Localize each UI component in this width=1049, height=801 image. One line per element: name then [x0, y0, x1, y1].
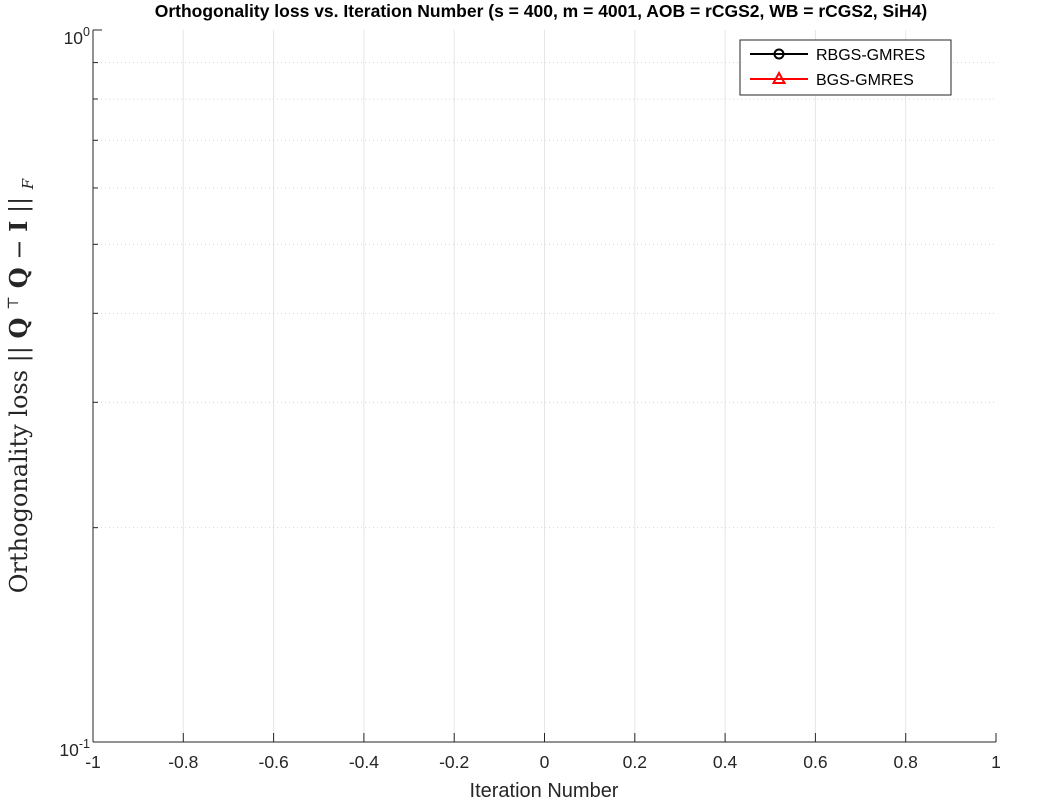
x-tick-label: 0.2	[623, 752, 647, 772]
y-axis-label-subscript: F	[19, 178, 37, 190]
legend-label-rbgs-gmres: RBGS-GMRES	[816, 47, 925, 64]
x-axis-label: Iteration Number	[470, 780, 619, 801]
circle-marker-icon	[773, 48, 785, 60]
y-axis-label-minus: −	[5, 232, 33, 260]
legend: RBGS-GMRES BGS-GMRES	[739, 39, 952, 96]
y-axis-label-norm-close: ||	[5, 197, 34, 213]
axes-layer	[92, 29, 997, 743]
y-axis-label-transpose: ⊤	[4, 296, 22, 310]
y-axis-label-q1: Q	[4, 318, 33, 339]
x-tick-label: -0.4	[349, 752, 379, 772]
x-tick-label: 0.6	[803, 752, 827, 772]
chart-title: Orthogonality loss vs. Iteration Number …	[155, 1, 928, 21]
x-tick-label: 0	[540, 752, 550, 772]
legend-box	[739, 39, 952, 96]
y-axis-label-q2: Q	[4, 267, 33, 288]
legend-entry-rbgs-gmres: RBGS-GMRES	[750, 47, 925, 64]
triangle-marker-icon	[771, 70, 787, 84]
x-tick-label: -1	[85, 752, 101, 772]
x-tick-label: -0.6	[259, 752, 289, 772]
x-tick-labels: -1 -0.8 -0.6 -0.4 -0.2 0 0.2 0.4 0.6 0.8 1	[85, 752, 1001, 772]
y-axis-label-prefix: Orthogonality loss	[5, 362, 33, 593]
y-tick-labels: 10-1 100	[59, 25, 90, 760]
y-axis-label: Orthogonality loss || Q ⊤ Q − I || F	[0, 178, 37, 593]
x-tick-label: 1	[991, 752, 1001, 772]
legend-label-bgs-gmres: BGS-GMRES	[816, 72, 914, 89]
x-tick-label: 0.4	[713, 752, 738, 772]
x-tick-label: -0.2	[439, 752, 469, 772]
legend-entry-bgs-gmres: BGS-GMRES	[750, 70, 914, 89]
y-tick-label: 10-1	[59, 737, 90, 760]
y-axis-label-norm-open: ||	[5, 346, 34, 362]
x-tick-label: -0.8	[168, 752, 198, 772]
x-tick-label: 0.8	[894, 752, 918, 772]
grid-layer	[93, 30, 996, 742]
y-tick-label: 100	[64, 25, 90, 48]
y-axis-label-identity: I	[4, 221, 33, 232]
